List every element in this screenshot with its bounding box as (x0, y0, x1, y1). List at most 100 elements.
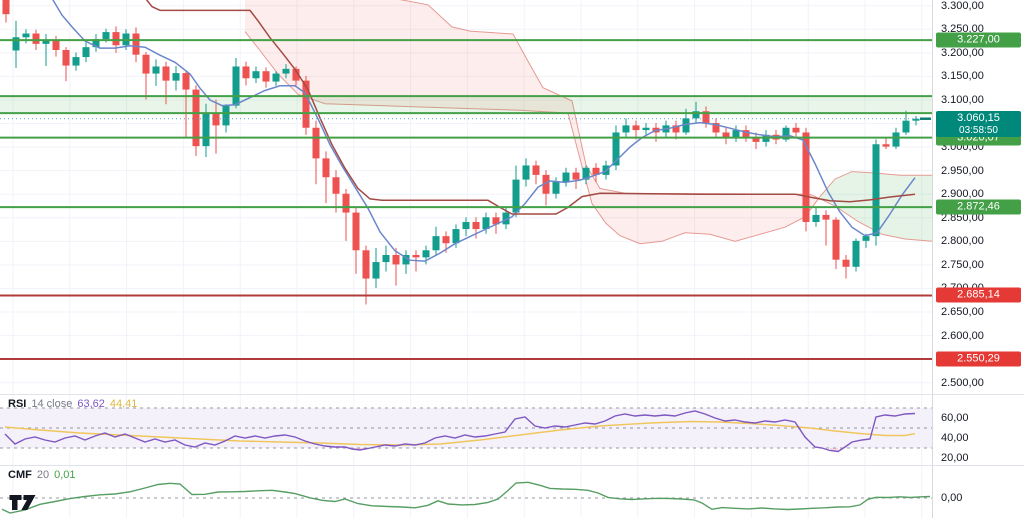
rsi-tick-label: 20,00 (941, 452, 969, 464)
rsi-tick-label: 60,00 (941, 412, 969, 424)
candle (712, 123, 720, 133)
rsi-params: 14 close (31, 398, 73, 410)
price-tick-label: 2.900,00 (941, 188, 984, 201)
price-level-badge: 2.550,29 (936, 351, 1021, 367)
candle (672, 125, 680, 133)
rsi-title: RSI (8, 398, 27, 410)
candle (212, 113, 220, 126)
candle (222, 105, 230, 126)
price-level-badge: 2.685,14 (936, 287, 1021, 303)
candle (192, 89, 200, 147)
candle (202, 113, 210, 147)
candle (92, 39, 100, 48)
candle (82, 47, 90, 58)
price-tick-label: 3.150,00 (941, 70, 984, 83)
candle (692, 111, 700, 119)
price-tick-label: 2.850,00 (941, 211, 984, 224)
candle (342, 193, 350, 213)
candle (812, 214, 820, 223)
candle (452, 229, 460, 244)
candle (132, 33, 140, 55)
candle (252, 71, 260, 79)
candle (72, 57, 80, 66)
candle (552, 181, 560, 194)
candle (752, 137, 760, 142)
senkou-span-b-line (399, 0, 932, 242)
candle (152, 66, 160, 74)
price-tick-label: 2.500,00 (941, 376, 984, 389)
rsi-line (4, 410, 916, 453)
price-tick-label: 3.200,00 (941, 46, 984, 59)
rsi-ma-value: 44,41 (109, 398, 138, 410)
candle (802, 132, 810, 223)
main-price-pane[interactable] (0, 0, 932, 394)
rsi-pane[interactable]: RSI 14 close 63,62 44,41 (0, 394, 932, 465)
candle (22, 33, 30, 38)
pane-separator[interactable] (0, 465, 1024, 466)
supply-zone (0, 96, 932, 114)
senkou-span-a-line (244, 31, 932, 245)
candle (722, 132, 730, 138)
candle (442, 236, 450, 244)
price-level-badge: 3.227,00 (936, 32, 1021, 48)
candle (612, 132, 620, 166)
candle (12, 37, 20, 51)
candle (322, 158, 330, 178)
candle (412, 254, 420, 258)
candle (642, 127, 650, 131)
rsi-indicator-header[interactable]: RSI 14 close 63,62 44,41 (8, 398, 137, 410)
cmf-indicator-header[interactable]: CMF 20 0,01 (8, 469, 76, 481)
candle (742, 130, 750, 138)
candle (512, 179, 520, 213)
candle (462, 222, 470, 230)
candle (182, 73, 190, 90)
price-tick-label: 2.800,00 (941, 235, 984, 248)
candle (472, 222, 480, 230)
rsi-canvas (0, 394, 932, 465)
cmf-canvas (0, 465, 932, 518)
candle (392, 254, 400, 265)
candle (142, 54, 150, 74)
candle (282, 68, 290, 74)
cmf-pane[interactable]: CMF 20 0,01 (0, 465, 932, 518)
candle (422, 250, 430, 258)
rsi-ma-line (4, 420, 916, 446)
candle (822, 214, 830, 220)
candle (862, 236, 870, 241)
candle (502, 212, 510, 225)
candle (542, 174, 550, 194)
candle (162, 66, 170, 81)
candle (2, 0, 10, 15)
candle (592, 167, 600, 175)
candle (702, 111, 710, 124)
candle (352, 212, 360, 251)
candle (62, 49, 70, 66)
candle (532, 165, 540, 175)
candle (572, 172, 580, 180)
ichimoku-cloud (245, 0, 818, 244)
price-tick-label: 3.300,00 (941, 0, 984, 12)
price-tick-label: 3.100,00 (941, 93, 984, 106)
candle (102, 32, 110, 40)
price-axis[interactable]: 3.300,00 3.250,00 3.200,00 3.150,00 3.100,00… (932, 0, 1024, 518)
candle (562, 172, 570, 182)
candlestick-canvas (0, 0, 932, 394)
candle (632, 125, 640, 131)
candle (912, 118, 920, 121)
tradingview-logo-icon (9, 495, 36, 510)
tradingview-logo[interactable] (9, 494, 37, 516)
candle (432, 236, 440, 251)
candle (382, 254, 390, 263)
price-tick-label: 2.750,00 (941, 258, 984, 271)
rsi-tick-label: 40,00 (941, 432, 969, 444)
candle (172, 73, 180, 81)
candle (272, 73, 280, 82)
candle (522, 165, 530, 180)
cmf-value: 0,01 (54, 469, 76, 481)
pane-separator[interactable] (0, 394, 1024, 395)
candle (302, 80, 310, 128)
candle (42, 40, 50, 44)
candle (332, 177, 340, 194)
cmf-line (1, 481, 931, 514)
